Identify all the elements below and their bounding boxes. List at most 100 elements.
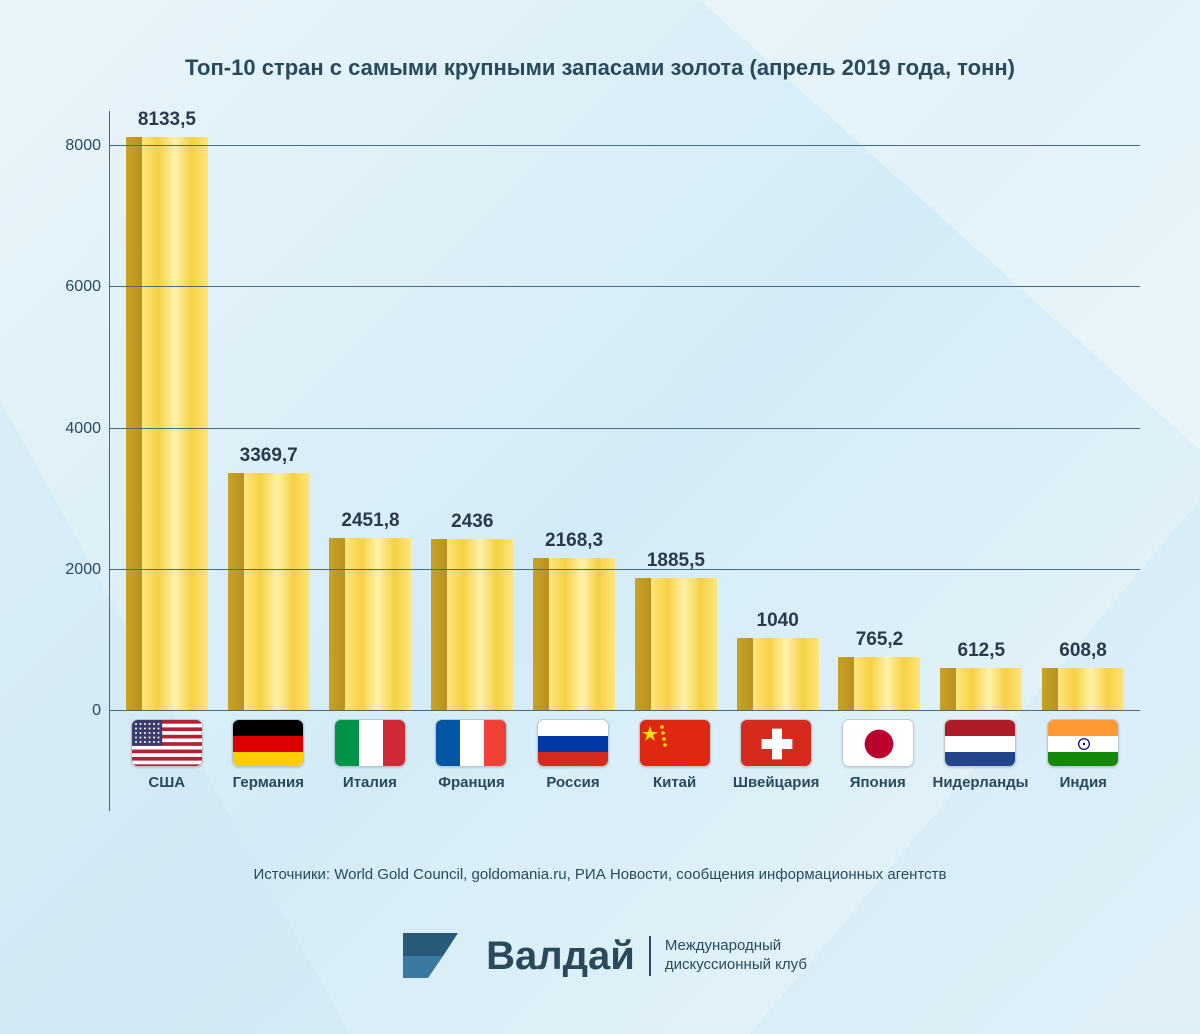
flag-icon bbox=[537, 719, 609, 767]
plot-area: 8133,5 3369,7 2451,8 2436 2168,3 1885,5 bbox=[110, 111, 1140, 811]
country-name: Италия bbox=[343, 774, 397, 791]
bars-container: 8133,5 3369,7 2451,8 2436 2168,3 1885,5 bbox=[110, 111, 1140, 711]
chart: 0 2000 4000 6000 8000 8133,5 3369,7 2451,8 2… bbox=[60, 111, 1140, 811]
country-name: Япония bbox=[850, 774, 906, 791]
bar-side bbox=[431, 539, 447, 711]
bar-front bbox=[1058, 668, 1124, 711]
gridline bbox=[110, 286, 1140, 287]
bar-front bbox=[447, 539, 513, 711]
x-label-column: Швейцария bbox=[729, 711, 823, 811]
logo-tagline: Международный дискуссионный клуб bbox=[651, 937, 807, 975]
bar-front bbox=[854, 657, 920, 711]
flag-icon bbox=[232, 719, 304, 767]
y-tick: 4000 bbox=[65, 420, 101, 438]
gridline bbox=[110, 145, 1140, 146]
bar-value-label: 8133,5 bbox=[111, 109, 224, 131]
country-name: Китай bbox=[653, 774, 696, 791]
bar-value-label: 2436 bbox=[416, 511, 529, 533]
bar-side bbox=[635, 578, 651, 711]
bar-3d bbox=[329, 538, 411, 711]
y-axis: 0 2000 4000 6000 8000 bbox=[60, 111, 110, 811]
bar-3d bbox=[431, 539, 513, 711]
bar-column: 2451,8 bbox=[324, 111, 418, 711]
flag-icon bbox=[131, 719, 203, 767]
bar-column: 2436 bbox=[425, 111, 519, 711]
country-name: Россия bbox=[546, 774, 599, 791]
flag-icon bbox=[639, 719, 711, 767]
flag-icon bbox=[1047, 719, 1119, 767]
bar-column: 1040 bbox=[731, 111, 825, 711]
flag-icon bbox=[435, 719, 507, 767]
bar-value-label: 1040 bbox=[721, 610, 834, 632]
bar-3d bbox=[737, 638, 819, 711]
bar-column: 8133,5 bbox=[120, 111, 214, 711]
bar-column: 608,8 bbox=[1036, 111, 1130, 711]
bar-3d bbox=[1042, 668, 1124, 711]
bar-3d bbox=[940, 668, 1022, 711]
bar-value-label: 612,5 bbox=[925, 640, 1038, 662]
y-tick: 8000 bbox=[65, 137, 101, 155]
logo-name: Валдай bbox=[486, 936, 651, 976]
country-name: Франция bbox=[438, 774, 505, 791]
y-tick: 0 bbox=[92, 702, 101, 720]
bar-side bbox=[737, 638, 753, 711]
x-label-column: Китай bbox=[628, 711, 722, 811]
bar-front bbox=[345, 538, 411, 711]
bar-column: 2168,3 bbox=[527, 111, 621, 711]
bar-front bbox=[753, 638, 819, 711]
bar-side bbox=[940, 668, 956, 711]
bar-front bbox=[244, 473, 310, 711]
flag-icon bbox=[944, 719, 1016, 767]
bar-front bbox=[651, 578, 717, 711]
bar-column: 612,5 bbox=[934, 111, 1028, 711]
gridline bbox=[110, 428, 1140, 429]
bar-value-label: 608,8 bbox=[1027, 640, 1140, 662]
chart-title: Топ-10 стран с самыми крупными запасами … bbox=[0, 0, 1200, 111]
bar-3d bbox=[838, 657, 920, 711]
y-tick: 2000 bbox=[65, 561, 101, 579]
bar-3d bbox=[635, 578, 717, 711]
x-label-column: Россия bbox=[526, 711, 620, 811]
gridline bbox=[110, 569, 1140, 570]
bar-front bbox=[956, 668, 1022, 711]
bar-column: 1885,5 bbox=[629, 111, 723, 711]
bar-3d bbox=[533, 558, 615, 711]
bar-value-label: 765,2 bbox=[823, 629, 936, 651]
footer-logo: Валдай Международный дискуссионный клуб bbox=[0, 928, 1200, 983]
x-labels: США Германия Италия Франция Россия Китай… bbox=[110, 711, 1140, 811]
bar-side bbox=[1042, 668, 1058, 711]
x-label-column: Германия bbox=[222, 711, 316, 811]
x-label-column: Италия bbox=[323, 711, 417, 811]
bar-value-label: 3369,7 bbox=[212, 445, 325, 467]
bar-3d bbox=[228, 473, 310, 711]
flag-icon bbox=[740, 719, 812, 767]
y-tick: 6000 bbox=[65, 278, 101, 296]
bar-side bbox=[838, 657, 854, 711]
bar-column: 765,2 bbox=[833, 111, 927, 711]
bar-front bbox=[142, 137, 208, 711]
x-label-column: Япония bbox=[831, 711, 925, 811]
x-label-column: Франция bbox=[425, 711, 519, 811]
country-name: Нидерланды bbox=[933, 774, 1029, 791]
gridline bbox=[110, 710, 1140, 711]
bar-side bbox=[126, 137, 142, 711]
country-name: США bbox=[148, 774, 185, 791]
bar-front bbox=[549, 558, 615, 711]
flag-icon bbox=[334, 719, 406, 767]
valdai-logo-icon bbox=[393, 928, 468, 983]
country-name: Швейцария bbox=[733, 774, 820, 791]
flag-icon bbox=[842, 719, 914, 767]
bar-column: 3369,7 bbox=[222, 111, 316, 711]
bar-3d bbox=[126, 137, 208, 711]
source-text: Источники: World Gold Council, goldomani… bbox=[0, 866, 1200, 883]
x-label-column: США bbox=[120, 711, 214, 811]
country-name: Германия bbox=[233, 774, 304, 791]
bar-value-label: 2168,3 bbox=[518, 530, 631, 552]
bar-side bbox=[533, 558, 549, 711]
bar-side bbox=[329, 538, 345, 711]
x-label-column: Нидерланды bbox=[933, 711, 1029, 811]
bar-value-label: 2451,8 bbox=[314, 510, 427, 532]
bar-side bbox=[228, 473, 244, 711]
country-name: Индия bbox=[1060, 774, 1107, 791]
x-label-column: Индия bbox=[1036, 711, 1130, 811]
